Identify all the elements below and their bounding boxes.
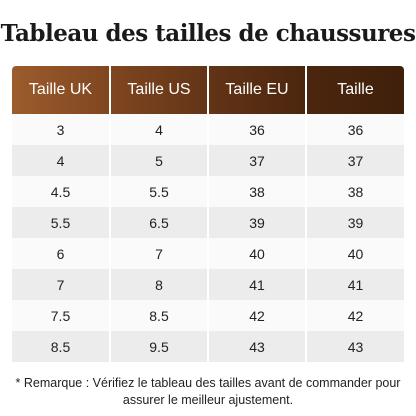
table-cell: 6.5 bbox=[109, 207, 208, 238]
table-cell: 6 bbox=[12, 238, 110, 269]
table-cell: 36 bbox=[207, 114, 306, 145]
table-cell: 41 bbox=[207, 269, 306, 300]
column-header: Taille US bbox=[109, 66, 208, 114]
table-cell: 41 bbox=[305, 269, 404, 300]
table-cell: 38 bbox=[207, 176, 306, 207]
column-header: Taille bbox=[305, 66, 404, 114]
column-header: Taille UK bbox=[12, 66, 110, 114]
table-cell: 7 bbox=[12, 269, 110, 300]
table-row: 5.5 6.5 39 39 bbox=[12, 207, 404, 238]
table-row: 4 5 37 37 bbox=[12, 145, 404, 176]
table-cell: 7 bbox=[109, 238, 208, 269]
table-cell: 4.5 bbox=[12, 176, 110, 207]
header-row: Taille UK Taille US Taille EU Taille bbox=[12, 66, 404, 114]
column-header: Taille EU bbox=[207, 66, 306, 114]
table-cell: 39 bbox=[305, 207, 404, 238]
table-cell: 43 bbox=[207, 331, 306, 362]
table-row: 8.5 9.5 43 43 bbox=[12, 331, 404, 362]
table-cell: 4 bbox=[12, 145, 110, 176]
table-cell: 38 bbox=[305, 176, 404, 207]
note: * Remarque : Vérifiez le tableau des tai… bbox=[15, 376, 401, 407]
table-cell: 43 bbox=[305, 331, 404, 362]
table-row: 4.5 5.5 38 38 bbox=[12, 176, 404, 207]
table-cell: 37 bbox=[207, 145, 306, 176]
table-cell: 42 bbox=[207, 300, 306, 331]
table-row: 3 4 36 36 bbox=[12, 114, 404, 145]
table-cell: 42 bbox=[305, 300, 404, 331]
table-cell: 40 bbox=[207, 238, 306, 269]
table-cell: 5.5 bbox=[109, 176, 208, 207]
table-row: 6 7 40 40 bbox=[12, 238, 404, 269]
table-cell: 5 bbox=[109, 145, 208, 176]
table-cell: 8.5 bbox=[109, 300, 208, 331]
table-row: 7 8 41 41 bbox=[12, 269, 404, 300]
table-cell: 39 bbox=[207, 207, 306, 238]
table-cell: 3 bbox=[12, 114, 110, 145]
size-table: Taille UK Taille US Taille EU Taille 3 4 36 36… bbox=[12, 66, 404, 362]
table-cell: 7.5 bbox=[12, 300, 110, 331]
table-cell: 8 bbox=[109, 269, 208, 300]
table-cell: 5.5 bbox=[12, 207, 110, 238]
table-cell: 37 bbox=[305, 145, 404, 176]
table-cell: 4 bbox=[109, 114, 208, 145]
table-body: 3 4 36 36 4 5 37 37 4.5 5.5 38 38 5.5 6.5 39 39 6 7 40 40 7 8… bbox=[12, 114, 404, 362]
title: Tableau des tailles de chaussures bbox=[0, 20, 416, 47]
table-cell: 36 bbox=[305, 114, 404, 145]
table-cell: 8.5 bbox=[12, 331, 110, 362]
table-row: 7.5 8.5 42 42 bbox=[12, 300, 404, 331]
table-cell: 40 bbox=[305, 238, 404, 269]
table-cell: 9.5 bbox=[109, 331, 208, 362]
